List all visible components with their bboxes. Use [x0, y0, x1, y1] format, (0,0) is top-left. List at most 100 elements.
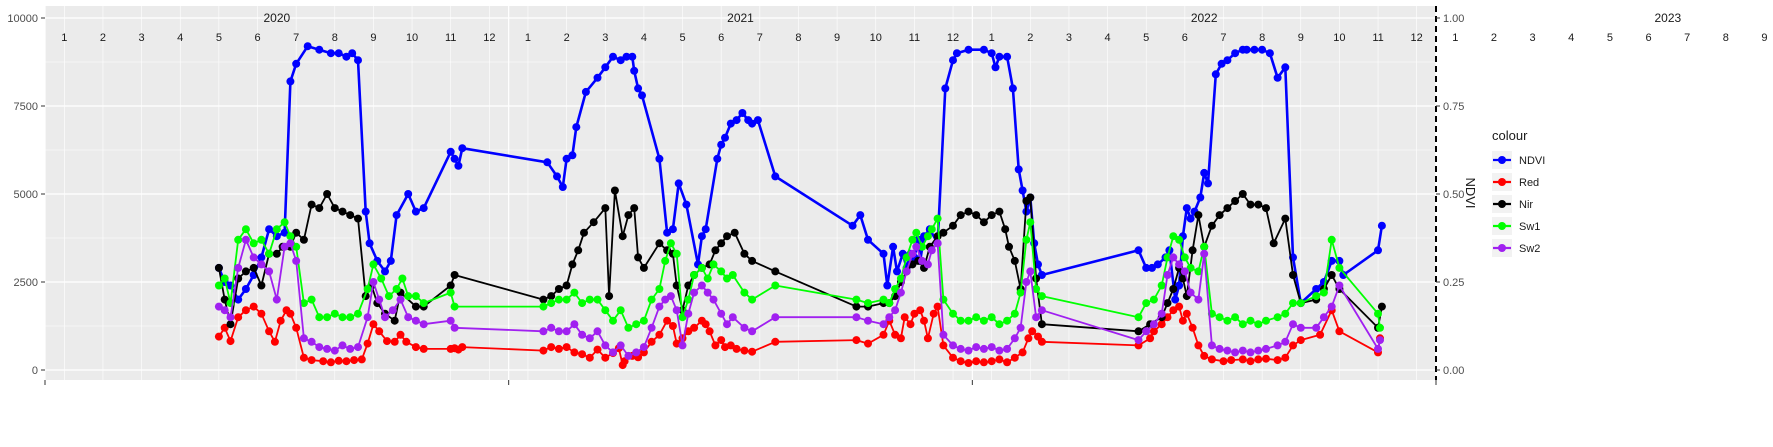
- data-point-sw2: [593, 327, 602, 336]
- data-point-red: [972, 357, 981, 366]
- legend-title: colour: [1492, 128, 1528, 143]
- data-point-ndvi: [713, 154, 722, 163]
- data-point-ndvi: [265, 225, 274, 234]
- data-point-red: [585, 353, 594, 362]
- data-point-sw1: [879, 295, 888, 304]
- data-point-ndvi: [1037, 271, 1046, 279]
- data-point-sw2: [1254, 346, 1263, 355]
- data-point-sw2: [639, 343, 648, 352]
- data-point-sw1: [1223, 316, 1232, 325]
- year-label: 2022: [1191, 11, 1218, 25]
- data-point-nir: [601, 204, 610, 213]
- data-point-sw2: [292, 256, 301, 265]
- data-point-ndvi: [1217, 59, 1226, 68]
- data-point-sw2: [411, 316, 420, 325]
- data-point-sw2: [1194, 295, 1203, 304]
- data-point-sw2: [307, 337, 316, 346]
- data-point-red: [1194, 341, 1203, 350]
- data-point-sw2: [1003, 344, 1012, 353]
- data-point-ndvi: [558, 183, 567, 191]
- data-point-nir: [639, 263, 648, 272]
- data-point-nir: [338, 207, 347, 216]
- data-point-sw1: [672, 249, 681, 258]
- month-label: 2: [1027, 32, 1033, 44]
- series-ndvi: [214, 42, 1386, 308]
- data-point-sw2: [918, 256, 927, 265]
- y-tick-label: 0: [32, 365, 38, 377]
- data-point-ndvi: [991, 63, 1000, 72]
- data-point-sw1: [661, 256, 670, 265]
- data-point-nir: [1269, 239, 1278, 248]
- data-point-nir: [299, 235, 308, 244]
- data-point-sw2: [1262, 344, 1270, 353]
- data-point-sw1: [1319, 288, 1328, 297]
- data-point-ndvi: [952, 49, 961, 58]
- data-point-sw1: [338, 313, 347, 322]
- data-point-nir: [1254, 200, 1263, 209]
- month-label: 8: [1259, 32, 1265, 44]
- data-point-red: [286, 309, 295, 318]
- data-point-sw2: [354, 343, 362, 352]
- data-point-nir: [995, 207, 1004, 216]
- data-point-red: [369, 320, 378, 329]
- data-point-ndvi: [979, 45, 988, 54]
- data-point-ndvi: [634, 84, 643, 93]
- data-point-nir: [554, 285, 563, 293]
- data-point-red: [1157, 320, 1166, 329]
- data-point-nir: [1327, 271, 1336, 279]
- data-point-ndvi: [1182, 204, 1191, 213]
- data-point-sw1: [578, 299, 587, 308]
- data-point-red: [411, 343, 420, 352]
- data-point-nir: [589, 218, 598, 227]
- data-point-ndvi: [1258, 45, 1267, 54]
- data-point-ndvi: [1231, 49, 1240, 58]
- data-point-red: [949, 353, 957, 362]
- data-point-sw1: [1374, 309, 1382, 318]
- data-point-sw1: [392, 285, 401, 293]
- data-point-sw1: [1246, 316, 1255, 325]
- data-point-red: [1289, 341, 1297, 350]
- data-point-red: [1219, 357, 1228, 366]
- month-label: 6: [1645, 32, 1651, 44]
- data-point-nir: [547, 292, 556, 301]
- data-point-ndvi: [1204, 179, 1212, 188]
- data-point-ndvi: [392, 211, 401, 220]
- data-point-ndvi: [543, 158, 552, 167]
- data-point-red: [1246, 357, 1255, 366]
- data-point-sw1: [1289, 299, 1297, 308]
- data-point-nir: [1289, 271, 1297, 279]
- data-point-sw2: [1327, 302, 1336, 311]
- data-point-sw1: [723, 274, 731, 283]
- data-point-sw1: [377, 274, 386, 283]
- data-point-sw2: [923, 260, 932, 269]
- data-point-sw2: [338, 341, 347, 350]
- data-point-sw1: [979, 316, 988, 325]
- data-point-sw1: [1032, 285, 1041, 293]
- data-point-red: [1262, 354, 1270, 363]
- data-point-red: [995, 355, 1004, 364]
- data-point-red: [732, 344, 741, 353]
- data-point-ndvi: [342, 52, 351, 61]
- data-point-sw2: [632, 348, 641, 357]
- data-point-red: [396, 330, 405, 339]
- data-point-nir: [226, 320, 235, 329]
- data-point-ndvi: [581, 87, 590, 96]
- data-point-nir: [323, 190, 332, 198]
- data-point-sw1: [1238, 320, 1247, 329]
- data-point-red: [906, 320, 915, 329]
- data-point-red: [375, 327, 384, 336]
- month-label: 1: [525, 32, 531, 44]
- data-point-ndvi: [717, 140, 726, 149]
- data-point-sw1: [249, 239, 258, 248]
- data-point-red: [964, 359, 973, 367]
- data-point-sw2: [1169, 253, 1178, 262]
- data-point-ndvi: [893, 267, 901, 276]
- data-point-sw1: [647, 295, 656, 304]
- data-point-red: [1010, 353, 1019, 362]
- data-point-sw2: [697, 281, 706, 290]
- series-sw2: [214, 235, 1384, 360]
- data-point-ndvi: [748, 119, 757, 128]
- data-point-sw1: [384, 292, 393, 301]
- data-point-nir: [1194, 211, 1203, 220]
- data-point-sw2: [709, 295, 718, 304]
